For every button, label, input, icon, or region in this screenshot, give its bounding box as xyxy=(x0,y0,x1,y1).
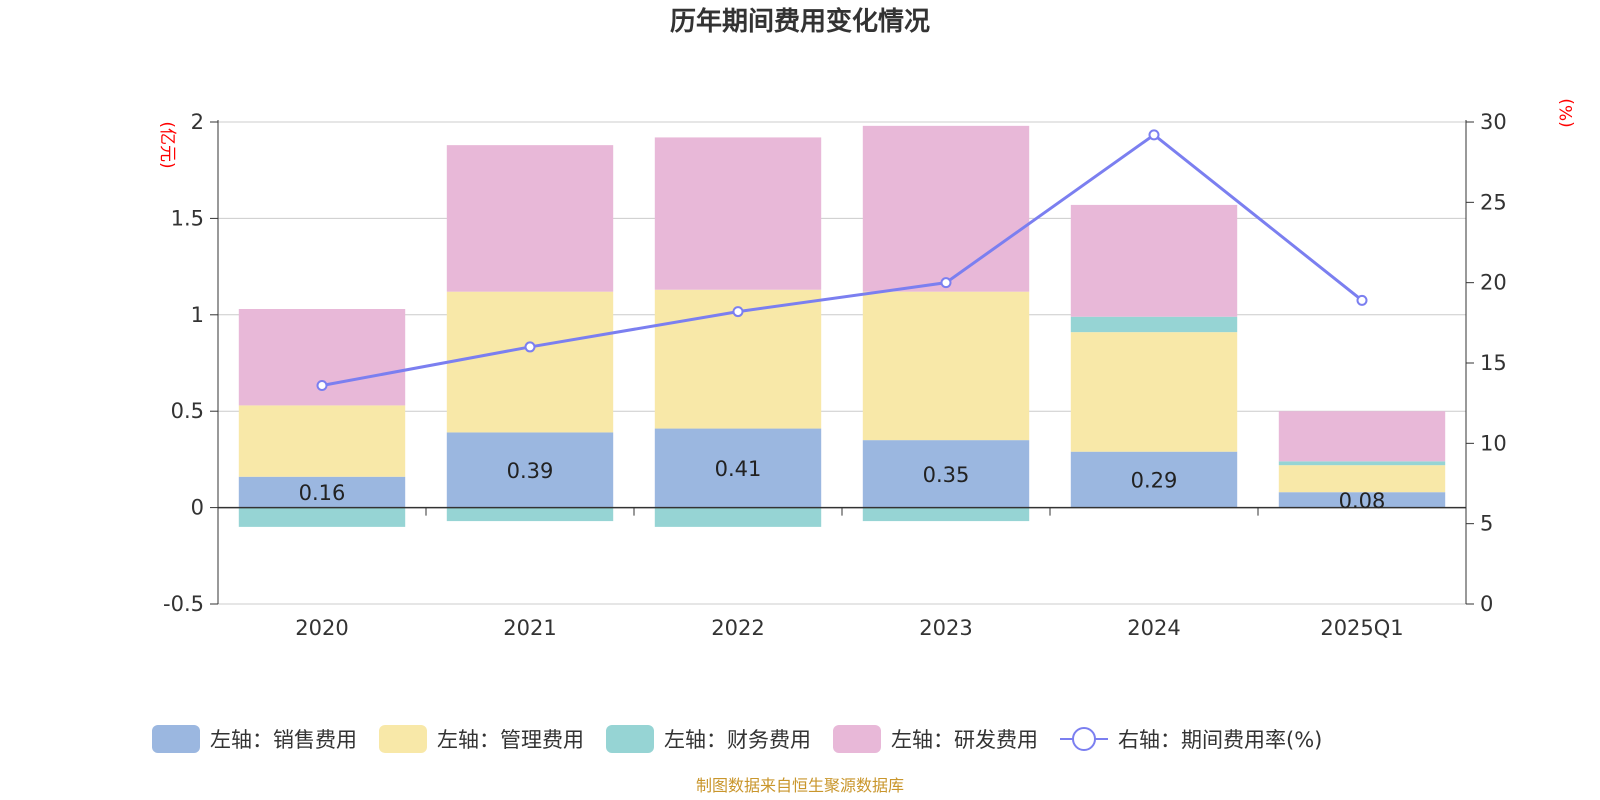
legend-item[interactable]: 右轴：期间费用率(%) xyxy=(1060,727,1322,752)
x-tick-label: 2024 xyxy=(1127,616,1180,640)
left-tick-label: 2 xyxy=(191,110,204,134)
bar-segment xyxy=(862,507,1030,522)
bar-segment xyxy=(238,507,406,527)
left-tick-label: 1.5 xyxy=(171,206,204,230)
data-label: 0.39 xyxy=(507,459,554,483)
bar-series xyxy=(238,125,1446,527)
left-axis-unit: (亿元) xyxy=(157,121,177,168)
x-tick-label: 2020 xyxy=(295,616,348,640)
axes: 2 1.5 1 0.5 0 -0.5 30 25 20 15 10 5 0 2020 2021 2022 202… xyxy=(163,110,1507,640)
right-tick-label: 10 xyxy=(1480,431,1507,455)
x-tick-label: 2025Q1 xyxy=(1320,616,1403,640)
legend-label: 右轴：期间费用率(%) xyxy=(1118,728,1322,752)
bar-segment xyxy=(446,145,614,292)
bar-segment xyxy=(654,428,822,508)
bar-segment xyxy=(862,291,1030,441)
rate-point xyxy=(316,379,328,391)
rate-line xyxy=(321,132,1363,387)
legend-label: 左轴：研发费用 xyxy=(891,728,1038,752)
legend-item[interactable]: 左轴：财务费用 xyxy=(606,725,811,753)
legend-label: 左轴：销售费用 xyxy=(210,728,357,752)
bar-segment xyxy=(654,137,822,290)
left-tick-label: 0.5 xyxy=(171,399,204,423)
bar-segment xyxy=(862,125,1030,292)
bar-segment xyxy=(446,432,614,508)
legend-marker-icon xyxy=(1072,727,1096,751)
data-label: 0.35 xyxy=(923,463,970,487)
legend-swatch xyxy=(379,725,427,753)
rate-point xyxy=(1148,129,1160,141)
rate-point xyxy=(732,306,744,318)
x-tick-label: 2021 xyxy=(503,616,556,640)
bar-segment xyxy=(446,507,614,522)
x-tick-label: 2022 xyxy=(711,616,764,640)
x-tick-label: 2023 xyxy=(919,616,972,640)
bar-segment xyxy=(446,291,614,433)
bar-segment xyxy=(1070,332,1238,452)
legend-item[interactable]: 左轴：研发费用 xyxy=(833,725,1038,753)
data-label: 0.41 xyxy=(715,457,762,481)
data-label: 0.16 xyxy=(299,481,346,505)
right-tick-label: 5 xyxy=(1480,512,1493,536)
chart-title: 历年期间费用变化情况 xyxy=(670,6,930,37)
right-axis-unit: (%) xyxy=(1557,98,1577,127)
bar-segment xyxy=(862,440,1030,508)
legend-item[interactable]: 左轴：销售费用 xyxy=(152,725,357,753)
bar-segment xyxy=(1278,461,1446,466)
legend-swatch xyxy=(833,725,881,753)
legend-item[interactable]: 左轴：管理费用 xyxy=(379,725,584,753)
bar-segment xyxy=(238,476,406,508)
right-tick-label: 30 xyxy=(1480,110,1507,134)
legend-label: 左轴：财务费用 xyxy=(664,728,811,752)
left-tick-label: -0.5 xyxy=(163,592,204,616)
bar-segment xyxy=(1278,411,1446,462)
bar-segment xyxy=(1070,204,1238,317)
data-label: 0.08 xyxy=(1339,489,1386,513)
data-labels: 0.16 0.39 0.41 0.35 0.29 0.08 xyxy=(299,457,1386,513)
right-tick-label: 20 xyxy=(1480,271,1507,295)
right-tick-label: 0 xyxy=(1480,592,1493,616)
rate-point xyxy=(524,341,536,353)
rate-line-series xyxy=(316,129,1368,391)
right-tick-label: 15 xyxy=(1480,351,1507,375)
left-tick-label: 0 xyxy=(191,496,204,520)
data-label: 0.29 xyxy=(1131,469,1178,493)
right-tick-label: 25 xyxy=(1480,190,1507,214)
source-note: 制图数据来自恒生聚源数据库 xyxy=(696,776,904,795)
legend-swatch xyxy=(606,725,654,753)
bar-segment xyxy=(1278,492,1446,508)
left-tick-label: 1 xyxy=(191,303,204,327)
bar-segment xyxy=(1070,451,1238,508)
legend[interactable]: 左轴：销售费用 左轴：管理费用 左轴：财务费用 左轴：研发费用 右轴：期间费用率(%) xyxy=(152,725,1322,753)
bar-segment xyxy=(238,405,406,477)
rate-point xyxy=(1356,294,1368,306)
legend-label: 左轴：管理费用 xyxy=(437,728,584,752)
legend-swatch xyxy=(152,725,200,753)
bar-segment xyxy=(654,507,822,527)
bar-segment xyxy=(1070,316,1238,333)
bar-segment xyxy=(1278,465,1446,493)
rate-point xyxy=(940,277,952,289)
